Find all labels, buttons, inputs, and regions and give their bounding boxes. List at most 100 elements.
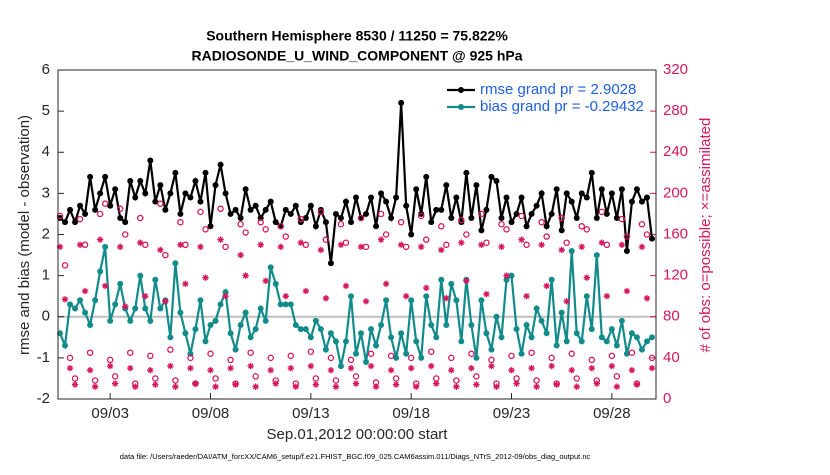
point — [623, 247, 630, 254]
point — [81, 287, 89, 295]
point — [86, 367, 94, 374]
point — [222, 292, 229, 300]
point — [202, 169, 209, 176]
point — [438, 223, 445, 230]
point — [453, 194, 460, 201]
point — [498, 243, 505, 251]
point — [87, 173, 94, 180]
point — [322, 219, 329, 226]
y2-axis-label: # of obs: o=possible; ×=assimilated — [697, 118, 714, 353]
point — [428, 362, 435, 370]
point — [443, 321, 450, 328]
point — [322, 236, 330, 243]
point — [618, 317, 625, 324]
point — [212, 383, 219, 390]
point — [202, 226, 209, 233]
point — [357, 243, 365, 251]
y2-tick-label: 200 — [663, 184, 688, 201]
point — [302, 287, 310, 295]
point — [448, 354, 455, 362]
point — [573, 375, 580, 382]
point — [563, 298, 570, 305]
y-tick-label: 4 — [42, 143, 50, 160]
point — [397, 218, 405, 226]
point — [172, 169, 179, 176]
point — [523, 241, 530, 249]
point — [628, 198, 635, 205]
point — [137, 239, 144, 246]
point — [86, 349, 94, 356]
point — [523, 292, 530, 300]
point — [252, 383, 259, 390]
point — [332, 377, 340, 384]
point — [428, 219, 435, 226]
point — [473, 373, 480, 380]
point — [287, 210, 294, 217]
y2-tick-label: 120 — [663, 267, 688, 284]
point — [453, 383, 460, 390]
point — [91, 377, 99, 384]
point — [127, 317, 134, 324]
point — [513, 210, 520, 217]
point — [378, 190, 385, 197]
point — [342, 282, 350, 290]
point — [468, 350, 475, 358]
point — [132, 194, 139, 201]
point — [237, 251, 244, 259]
point — [72, 219, 79, 226]
point — [327, 367, 335, 374]
point — [162, 251, 169, 259]
point — [147, 367, 154, 374]
point — [177, 309, 184, 316]
point — [347, 219, 354, 226]
point — [92, 206, 99, 213]
chart-subtitle: RADIOSONDE_U_WIND_COMPONENT @ 925 hPa — [191, 48, 522, 64]
point — [337, 363, 344, 370]
point — [312, 317, 319, 324]
point — [111, 373, 119, 380]
point — [558, 309, 565, 316]
point — [393, 354, 400, 361]
point — [172, 260, 179, 267]
point — [488, 346, 495, 353]
point — [277, 301, 284, 308]
point — [101, 282, 109, 290]
point — [638, 346, 645, 353]
point — [613, 342, 620, 349]
y-tick-label: 1 — [42, 267, 50, 284]
point — [297, 215, 305, 223]
y-tick-label: 0 — [42, 308, 50, 325]
point — [362, 298, 370, 305]
point — [367, 362, 375, 370]
point — [267, 264, 274, 271]
point — [583, 226, 591, 233]
y-tick-label: 6 — [42, 61, 50, 78]
point — [87, 321, 94, 328]
point — [71, 381, 79, 388]
point — [528, 364, 535, 372]
point — [97, 190, 104, 197]
point — [56, 243, 64, 251]
point — [478, 227, 485, 234]
point — [117, 280, 124, 287]
y2-tick-label: 160 — [663, 225, 688, 242]
point — [508, 272, 515, 279]
point — [106, 356, 114, 364]
point — [433, 334, 440, 341]
point — [372, 383, 380, 390]
point — [543, 330, 550, 337]
point — [207, 321, 214, 328]
point — [398, 99, 405, 106]
point — [603, 210, 610, 217]
point — [608, 352, 616, 360]
point — [558, 246, 565, 254]
point — [62, 342, 69, 349]
point — [448, 280, 455, 287]
point — [608, 190, 615, 197]
point — [478, 297, 485, 304]
point — [182, 280, 189, 288]
point — [357, 214, 365, 222]
point — [503, 276, 510, 283]
point — [638, 243, 646, 251]
point — [578, 190, 585, 197]
